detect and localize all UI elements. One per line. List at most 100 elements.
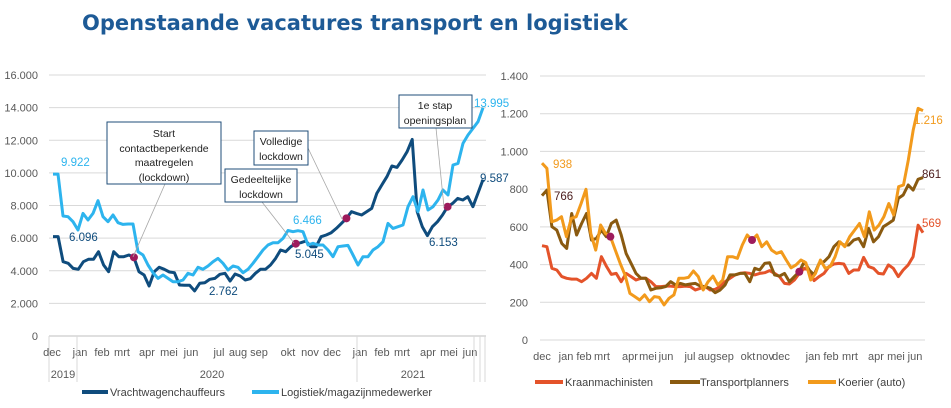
x-tick-label: feb — [374, 347, 389, 359]
x-tick-label: sep — [716, 351, 734, 363]
x-tick-label: jan — [72, 347, 88, 359]
x-tick-label: apr — [420, 347, 436, 359]
annotation-line: lockdown — [259, 151, 303, 163]
y-tick-label: 400 — [510, 260, 528, 272]
x-tick-label: aug — [698, 351, 716, 363]
y-tick-label: 800 — [510, 184, 528, 196]
chart-title: Openstaande vacatures transport en logis… — [82, 11, 629, 35]
y-tick-label: 10.000 — [4, 168, 38, 180]
x-tick-label: mrt — [842, 351, 858, 363]
y-tick-label: 2.000 — [10, 298, 38, 310]
y-tick-label: 1.400 — [500, 71, 528, 83]
x-year-label: 2020 — [200, 369, 224, 381]
x-tick-label: dec — [772, 351, 790, 363]
event-marker — [291, 239, 300, 248]
x-tick-label: okt — [741, 351, 756, 363]
x-tick-label: mei — [160, 347, 178, 359]
right-series — [540, 106, 925, 307]
legend-left: Vrachtwagenchauffeurs Logistiek/magazijn… — [82, 387, 432, 399]
y-tick-label: 200 — [510, 297, 528, 309]
series-line-koerier — [540, 106, 924, 307]
annotation-leader — [435, 127, 445, 208]
right-y-axis: 0 200 400 600 800 1.000 1.200 1.400 — [500, 71, 528, 347]
series-line-kraan — [541, 223, 925, 292]
x-tick-label: apr — [622, 351, 638, 363]
legend-label: Koerier (auto) — [838, 377, 905, 389]
data-label: 2.762 — [209, 286, 238, 298]
annotation-leader — [307, 147, 343, 220]
annotation-line: Volledige — [260, 136, 303, 148]
data-label: 6.153 — [429, 237, 458, 249]
x-tick-label: okt — [281, 347, 296, 359]
annotations: Start contactbeperkende maatregelen (loc… — [106, 94, 473, 258]
x-tick-label: jan — [805, 351, 821, 363]
event-marker — [129, 253, 138, 262]
x-tick-label: jun — [462, 347, 478, 359]
annotation-leader — [261, 201, 295, 244]
data-label: 938 — [553, 159, 572, 171]
data-label: 861 — [922, 169, 941, 181]
x-tick-label: mei — [639, 351, 657, 363]
x-tick-label: jul — [212, 347, 224, 359]
event-marker — [443, 202, 452, 211]
x-tick-label: nov — [756, 351, 774, 363]
x-tick-label: apr — [868, 351, 884, 363]
event-marker — [342, 214, 351, 223]
y-tick-label: 4.000 — [10, 266, 38, 278]
legend-right: Kraanmachinisten Transportplanners Koeri… — [535, 377, 905, 389]
y-tick-label: 16.000 — [4, 70, 38, 82]
x-tick-label: mrt — [114, 347, 130, 359]
annotation-openingsplan: 1e stap openingsplan — [398, 94, 473, 129]
y-tick-label: 14.000 — [4, 103, 38, 115]
data-label: 9.922 — [61, 157, 90, 169]
annotation-volledige-lockdown: Volledige lockdown — [253, 130, 309, 166]
x-tick-label: jun — [907, 351, 923, 363]
x-tick-label: feb — [94, 347, 109, 359]
legend-label: Vrachtwagenchauffeurs — [110, 387, 225, 399]
annotation-line: 1e stap — [418, 100, 453, 112]
data-labels-right: 938 766 1.216 861 569 — [553, 115, 943, 230]
data-label: 13.995 — [474, 98, 509, 110]
annotation-start-lockdown: Start contactbeperkende maatregelen (loc… — [106, 121, 222, 185]
y-tick-label: 0 — [522, 335, 528, 347]
event-marker — [795, 267, 804, 276]
x-tick-label: jan — [352, 347, 368, 359]
data-label: 9.587 — [480, 173, 509, 185]
left-x-axis: dec jan feb mrt apr mei jun jul aug sep okt nov dec j… — [43, 336, 486, 382]
event-marker — [748, 236, 757, 245]
data-label: 1.216 — [914, 115, 943, 127]
x-tick-label: dec — [43, 347, 61, 359]
data-labels-left: 9.922 6.096 2.762 6.466 5.045 6.153 13.9… — [61, 98, 509, 298]
annotation-line: contactbeperkende — [119, 143, 208, 155]
data-label: 5.045 — [295, 249, 324, 261]
x-tick-label: jun — [658, 351, 674, 363]
x-tick-label: aug — [229, 347, 247, 359]
y-tick-label: 0 — [32, 331, 38, 343]
annotation-line: lockdown — [239, 189, 283, 201]
x-tick-label: dec — [533, 351, 551, 363]
x-tick-label: mrt — [594, 351, 610, 363]
series-line-vrachtwagen — [53, 137, 485, 293]
data-label: 766 — [554, 191, 573, 203]
y-tick-label: 8.000 — [10, 201, 38, 213]
x-tick-label: mei — [440, 347, 458, 359]
x-tick-label: jul — [683, 351, 695, 363]
legend-label: Transportplanners — [700, 377, 789, 389]
series-line-logistiek — [53, 107, 485, 284]
left-y-axis: 0 2.000 4.000 6.000 8.000 10.000 12.000 14.000 1… — [4, 70, 38, 343]
x-tick-label: mrt — [394, 347, 410, 359]
x-tick-label: jan — [558, 351, 574, 363]
legend-label: Logistiek/magazijnmedewerker — [281, 387, 432, 399]
series-line-transport — [540, 176, 924, 295]
x-tick-label: mei — [887, 351, 905, 363]
annotation-line: Gedeeltelijke — [231, 174, 292, 186]
left-series — [53, 107, 485, 293]
annotation-gedeeltelijke-lockdown: Gedeeltelijke lockdown — [224, 168, 298, 203]
data-label: 6.466 — [293, 215, 322, 227]
y-tick-label: 600 — [510, 222, 528, 234]
y-tick-label: 6.000 — [10, 233, 38, 245]
x-year-label: 2021 — [401, 369, 425, 381]
x-tick-label: apr — [139, 347, 155, 359]
